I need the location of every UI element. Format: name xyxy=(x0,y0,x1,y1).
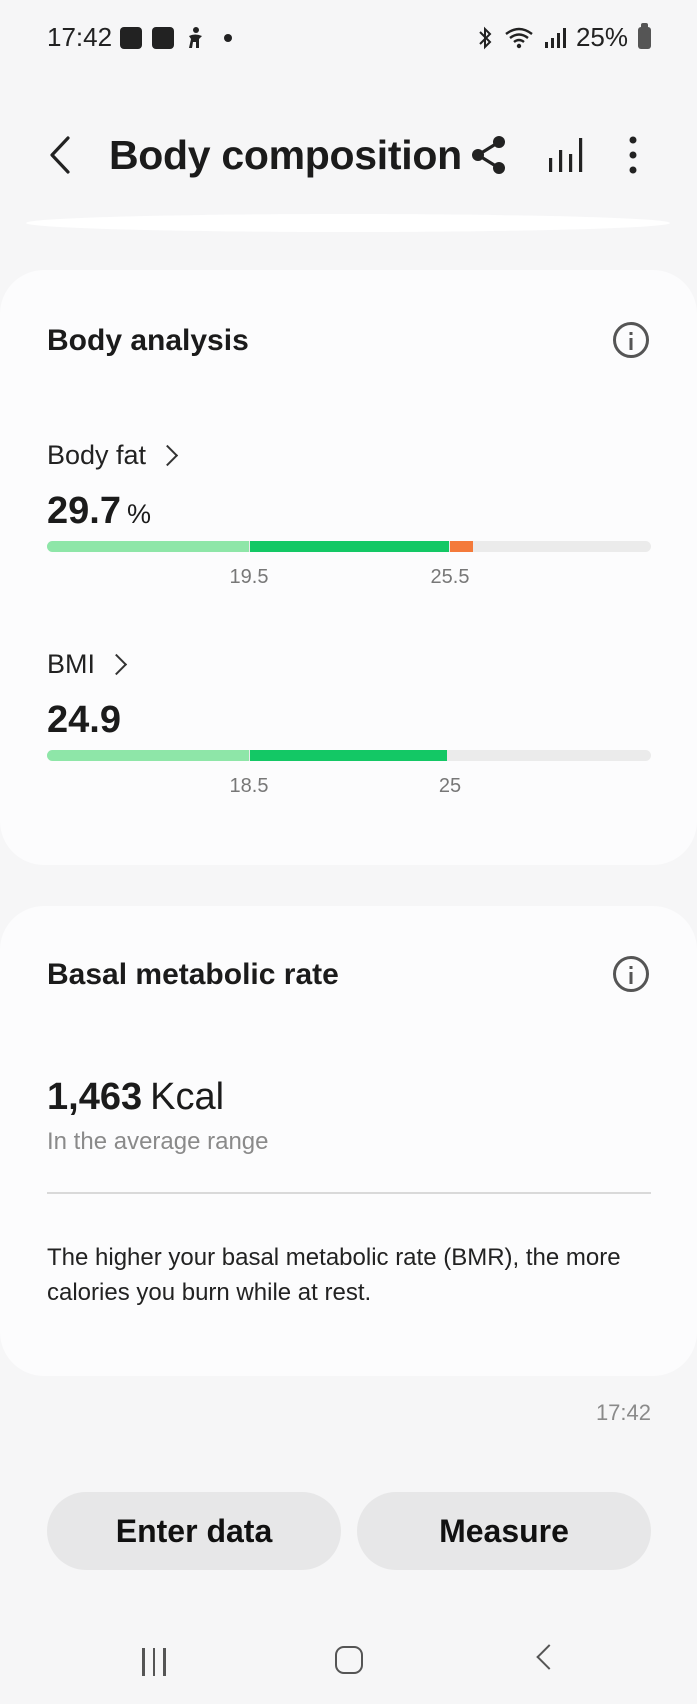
body-fat-range-bar xyxy=(47,541,651,552)
chevron-right-icon xyxy=(105,653,128,676)
more-vert-icon[interactable] xyxy=(610,132,656,178)
bmi-value: 24.9 xyxy=(47,699,121,741)
bmi-range-bar xyxy=(47,750,651,761)
signal-icon xyxy=(544,27,566,48)
info-icon[interactable] xyxy=(613,322,649,358)
body-fat-value: 29.7% xyxy=(47,490,151,532)
body-fat-label: Body fat xyxy=(47,440,147,470)
enter-data-button[interactable]: Enter data xyxy=(47,1492,341,1570)
bmr-card xyxy=(0,906,697,1376)
nav-back-icon[interactable] xyxy=(536,1644,562,1670)
range-segment-normal xyxy=(249,750,448,761)
bmr-title: Basal metabolic rate xyxy=(47,958,339,991)
last-updated-time: 17:42 xyxy=(595,1400,651,1425)
range-segment-low xyxy=(47,750,249,761)
wifi-icon xyxy=(505,27,533,48)
bmi-link[interactable]: BMI xyxy=(47,649,128,680)
status-time: 17:42 xyxy=(47,22,113,52)
app-bar: Body composition xyxy=(0,110,697,200)
chevron-right-icon xyxy=(156,444,179,467)
home-icon[interactable] xyxy=(335,1646,363,1674)
recents-icon[interactable] xyxy=(142,1648,172,1676)
bluetooth-icon xyxy=(479,26,492,49)
info-icon[interactable] xyxy=(613,956,649,992)
body-fat-tick-high: 25.5 xyxy=(430,566,470,588)
range-segment-over xyxy=(449,541,473,552)
battery-percent: 25% xyxy=(575,22,628,52)
bmi-tick-low: 18.5 xyxy=(229,775,269,797)
battery-icon xyxy=(638,22,651,49)
scroll-edge xyxy=(26,214,670,232)
bmi-tick-high: 25 xyxy=(438,775,462,797)
divider xyxy=(47,1192,651,1194)
accessibility-icon xyxy=(189,27,202,48)
body-fat-tick-low: 19.5 xyxy=(229,566,269,588)
bmi-label: BMI xyxy=(47,649,96,679)
measure-button[interactable]: Measure xyxy=(357,1492,651,1570)
bmr-status: In the average range xyxy=(47,1128,269,1155)
back-arrow-icon[interactable] xyxy=(40,130,80,180)
bmr-value: 1,463 Kcal xyxy=(47,1076,225,1118)
body-fat-link[interactable]: Body fat xyxy=(47,440,179,471)
share-icon[interactable] xyxy=(466,132,512,178)
body-analysis-card xyxy=(0,270,697,865)
checkbox-icon xyxy=(152,27,174,49)
bmr-description: The higher your basal metabolic rate (BM… xyxy=(47,1244,621,1306)
page-title: Body composition xyxy=(109,132,462,178)
notification-dot-icon xyxy=(224,34,232,42)
chart-icon[interactable] xyxy=(543,132,589,178)
gallery-icon xyxy=(120,27,142,49)
range-segment-low xyxy=(47,541,249,552)
status-bar: 17:42 25% xyxy=(0,0,697,80)
system-nav-bar xyxy=(0,1630,697,1704)
range-segment-normal xyxy=(249,541,449,552)
body-analysis-title: Body analysis xyxy=(47,324,249,357)
